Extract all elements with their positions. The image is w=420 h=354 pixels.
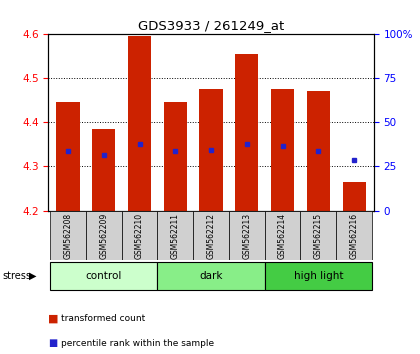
Bar (50, 211, 86, 260)
Bar (200, 89, 223, 211)
Bar (193, 211, 229, 260)
Text: ■: ■ (48, 338, 58, 348)
Bar (336, 211, 372, 260)
Bar (158, 211, 193, 260)
Bar (307, 91, 330, 211)
Text: GSM562211: GSM562211 (171, 213, 180, 259)
Bar (229, 211, 265, 260)
Text: high light: high light (294, 271, 343, 281)
Text: ▶: ▶ (29, 271, 36, 281)
Bar (128, 36, 151, 211)
Bar (158, 262, 265, 290)
Text: stress: stress (2, 271, 31, 281)
Bar (265, 211, 300, 260)
Bar (164, 102, 187, 211)
Text: GSM562216: GSM562216 (349, 213, 359, 259)
Bar (56, 102, 80, 211)
Bar (265, 262, 372, 290)
Text: transformed count: transformed count (61, 314, 145, 323)
Bar (50, 262, 158, 290)
Text: percentile rank within the sample: percentile rank within the sample (61, 339, 214, 348)
Bar (271, 89, 294, 211)
Bar (86, 211, 122, 260)
Text: GSM562208: GSM562208 (63, 213, 73, 259)
Text: GSM562214: GSM562214 (278, 213, 287, 259)
Text: ■: ■ (48, 314, 59, 324)
Text: dark: dark (200, 271, 223, 281)
Text: control: control (86, 271, 122, 281)
Text: GSM562213: GSM562213 (242, 213, 251, 259)
Title: GDS3933 / 261249_at: GDS3933 / 261249_at (138, 19, 284, 33)
Text: GSM562215: GSM562215 (314, 213, 323, 259)
Bar (235, 53, 258, 211)
Text: GSM562210: GSM562210 (135, 213, 144, 259)
Text: GSM562212: GSM562212 (207, 213, 215, 259)
Bar (342, 182, 366, 211)
Bar (92, 129, 116, 211)
Bar (300, 211, 336, 260)
Bar (122, 211, 158, 260)
Text: GSM562209: GSM562209 (99, 213, 108, 259)
